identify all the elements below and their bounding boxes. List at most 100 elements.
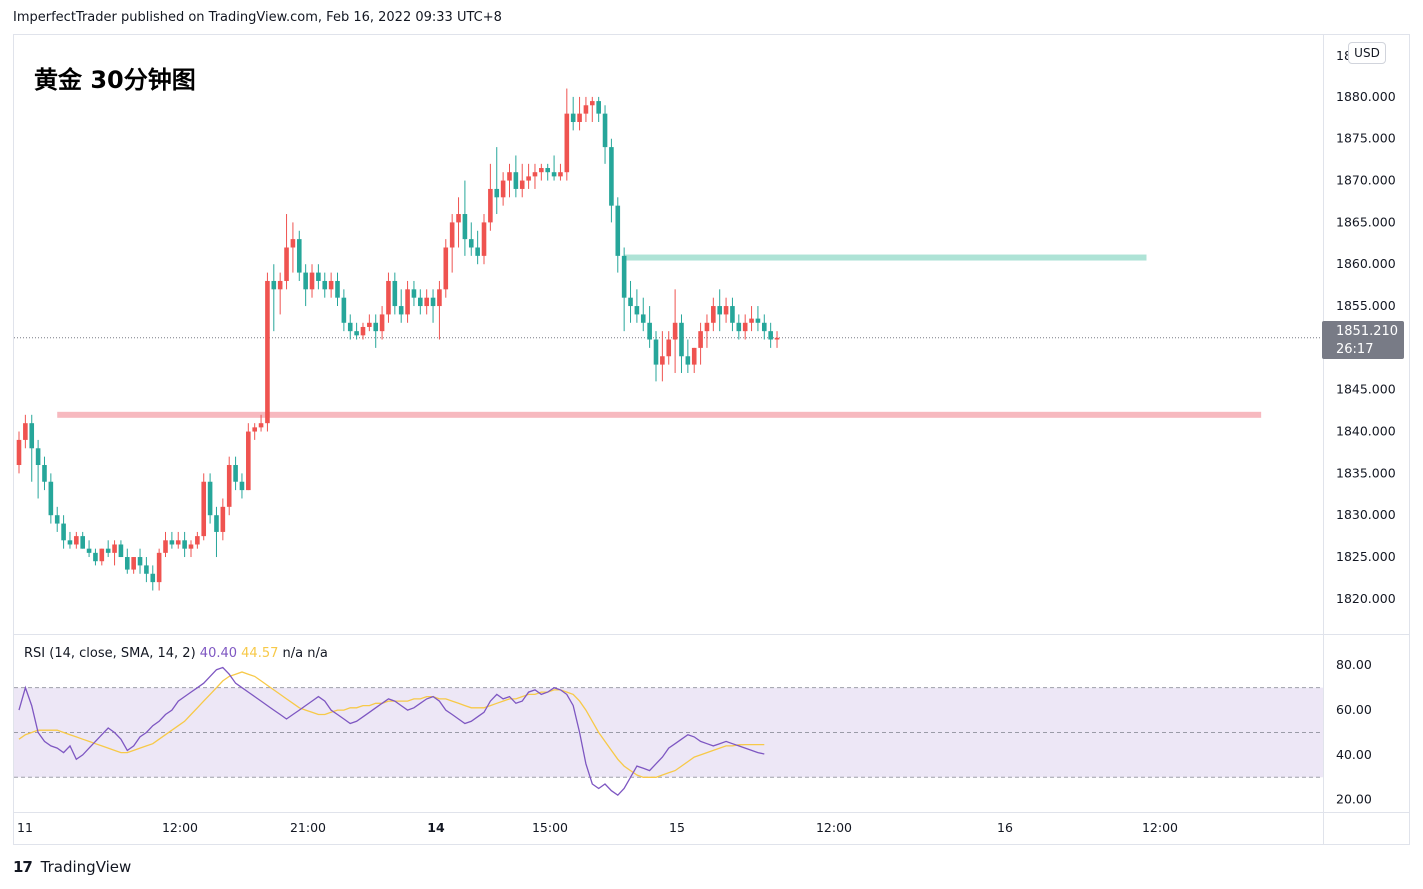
axes: 1880.000 1875.000 1870.000 1865.000 1860.000… — [17, 48, 1396, 835]
candle — [532, 163, 538, 189]
candle — [67, 531, 73, 549]
candle — [367, 314, 372, 332]
candle-body — [768, 331, 773, 340]
candle-body — [367, 322, 372, 327]
candle — [730, 297, 735, 332]
candle — [691, 347, 697, 373]
candle — [602, 105, 608, 164]
candle-body — [42, 465, 47, 482]
candle-body — [124, 557, 130, 570]
candle — [723, 297, 729, 323]
price-tick-label: 1845.000 — [1336, 382, 1396, 397]
rsi-sma-line — [18, 671, 765, 778]
candle — [749, 306, 754, 332]
price-tick-label: 1865.000 — [1336, 214, 1396, 229]
candle-body — [169, 540, 175, 545]
rsi-legend-value: 40.40 — [199, 646, 238, 661]
candle — [583, 96, 589, 123]
candle-body — [456, 214, 461, 223]
candle-body — [634, 306, 640, 315]
candle-body — [672, 322, 678, 340]
candle-body — [583, 105, 589, 114]
candle-body — [590, 101, 595, 106]
candle-body — [271, 280, 277, 290]
candle — [182, 531, 187, 558]
rsi-legend[interactable]: RSI (14, close, SMA, 14, 2) 40.40 44.57 … — [24, 646, 328, 661]
candle — [475, 230, 480, 265]
candle-body — [698, 331, 703, 348]
candle — [564, 88, 570, 181]
price-tick-label: 1830.000 — [1336, 507, 1396, 522]
candle-body — [443, 247, 449, 290]
candle-body — [67, 540, 73, 545]
candle-body — [105, 548, 111, 553]
price-tick-label: 1840.000 — [1336, 424, 1396, 439]
candle — [105, 540, 111, 558]
candle-body — [316, 272, 321, 281]
candle-body — [564, 113, 570, 173]
candle-body — [246, 431, 251, 491]
resistance-level-line — [624, 254, 1147, 261]
candle-body — [481, 222, 487, 256]
candle-body — [666, 339, 672, 357]
footer-brand[interactable]: 17 TradingView — [13, 858, 131, 876]
candle — [488, 163, 493, 231]
candle — [761, 314, 767, 340]
candle-body — [468, 239, 474, 248]
candle-body — [118, 544, 124, 558]
candle-body — [258, 423, 264, 428]
candle-body — [736, 322, 742, 332]
candle-body — [488, 188, 493, 223]
candle-body — [150, 573, 156, 583]
candle — [124, 548, 130, 574]
candle — [628, 280, 633, 323]
candle — [290, 222, 296, 273]
candle — [462, 180, 468, 256]
time-tick-label: 15 — [669, 820, 685, 835]
candle-body — [386, 280, 391, 315]
candle — [296, 230, 302, 281]
price-tick-label: 1825.000 — [1336, 549, 1396, 564]
candle — [519, 163, 525, 198]
candle-body — [175, 540, 181, 545]
candle-body — [449, 222, 455, 248]
candle-body — [749, 318, 754, 323]
candle — [201, 473, 207, 541]
candle-body — [539, 168, 544, 173]
candle-body — [615, 205, 621, 256]
candle — [590, 96, 595, 123]
candle — [169, 531, 175, 549]
candle — [418, 289, 423, 315]
candle — [443, 239, 449, 298]
candle — [685, 339, 691, 373]
candle-body — [74, 536, 79, 545]
candle-body — [570, 113, 576, 123]
candle — [214, 506, 219, 558]
candle-body — [354, 331, 359, 336]
candle-body — [628, 297, 633, 307]
rsi-legend-sma-value: 44.57 — [241, 646, 279, 661]
currency-badge[interactable]: USD — [1348, 42, 1386, 64]
candle-body — [290, 239, 296, 248]
candle — [449, 214, 455, 273]
price-tick-label: 1880.000 — [1336, 89, 1396, 104]
time-tick-label: 12:00 — [1142, 820, 1178, 835]
candle-body — [188, 544, 194, 549]
candle — [156, 548, 162, 591]
rsi-tick-label: 20.00 — [1336, 792, 1372, 807]
candle-body — [519, 180, 525, 189]
candle — [118, 540, 124, 558]
candle-body — [309, 272, 315, 290]
candle-body — [475, 247, 480, 256]
candle — [577, 96, 582, 131]
candle-body — [494, 188, 500, 198]
candle — [341, 289, 347, 332]
candle-body — [742, 322, 748, 332]
candle — [246, 423, 251, 491]
candle-body — [755, 318, 761, 323]
candle — [188, 540, 194, 558]
candle — [271, 264, 277, 332]
rsi-tick-label: 60.00 — [1336, 702, 1372, 717]
candle-body — [214, 515, 219, 532]
